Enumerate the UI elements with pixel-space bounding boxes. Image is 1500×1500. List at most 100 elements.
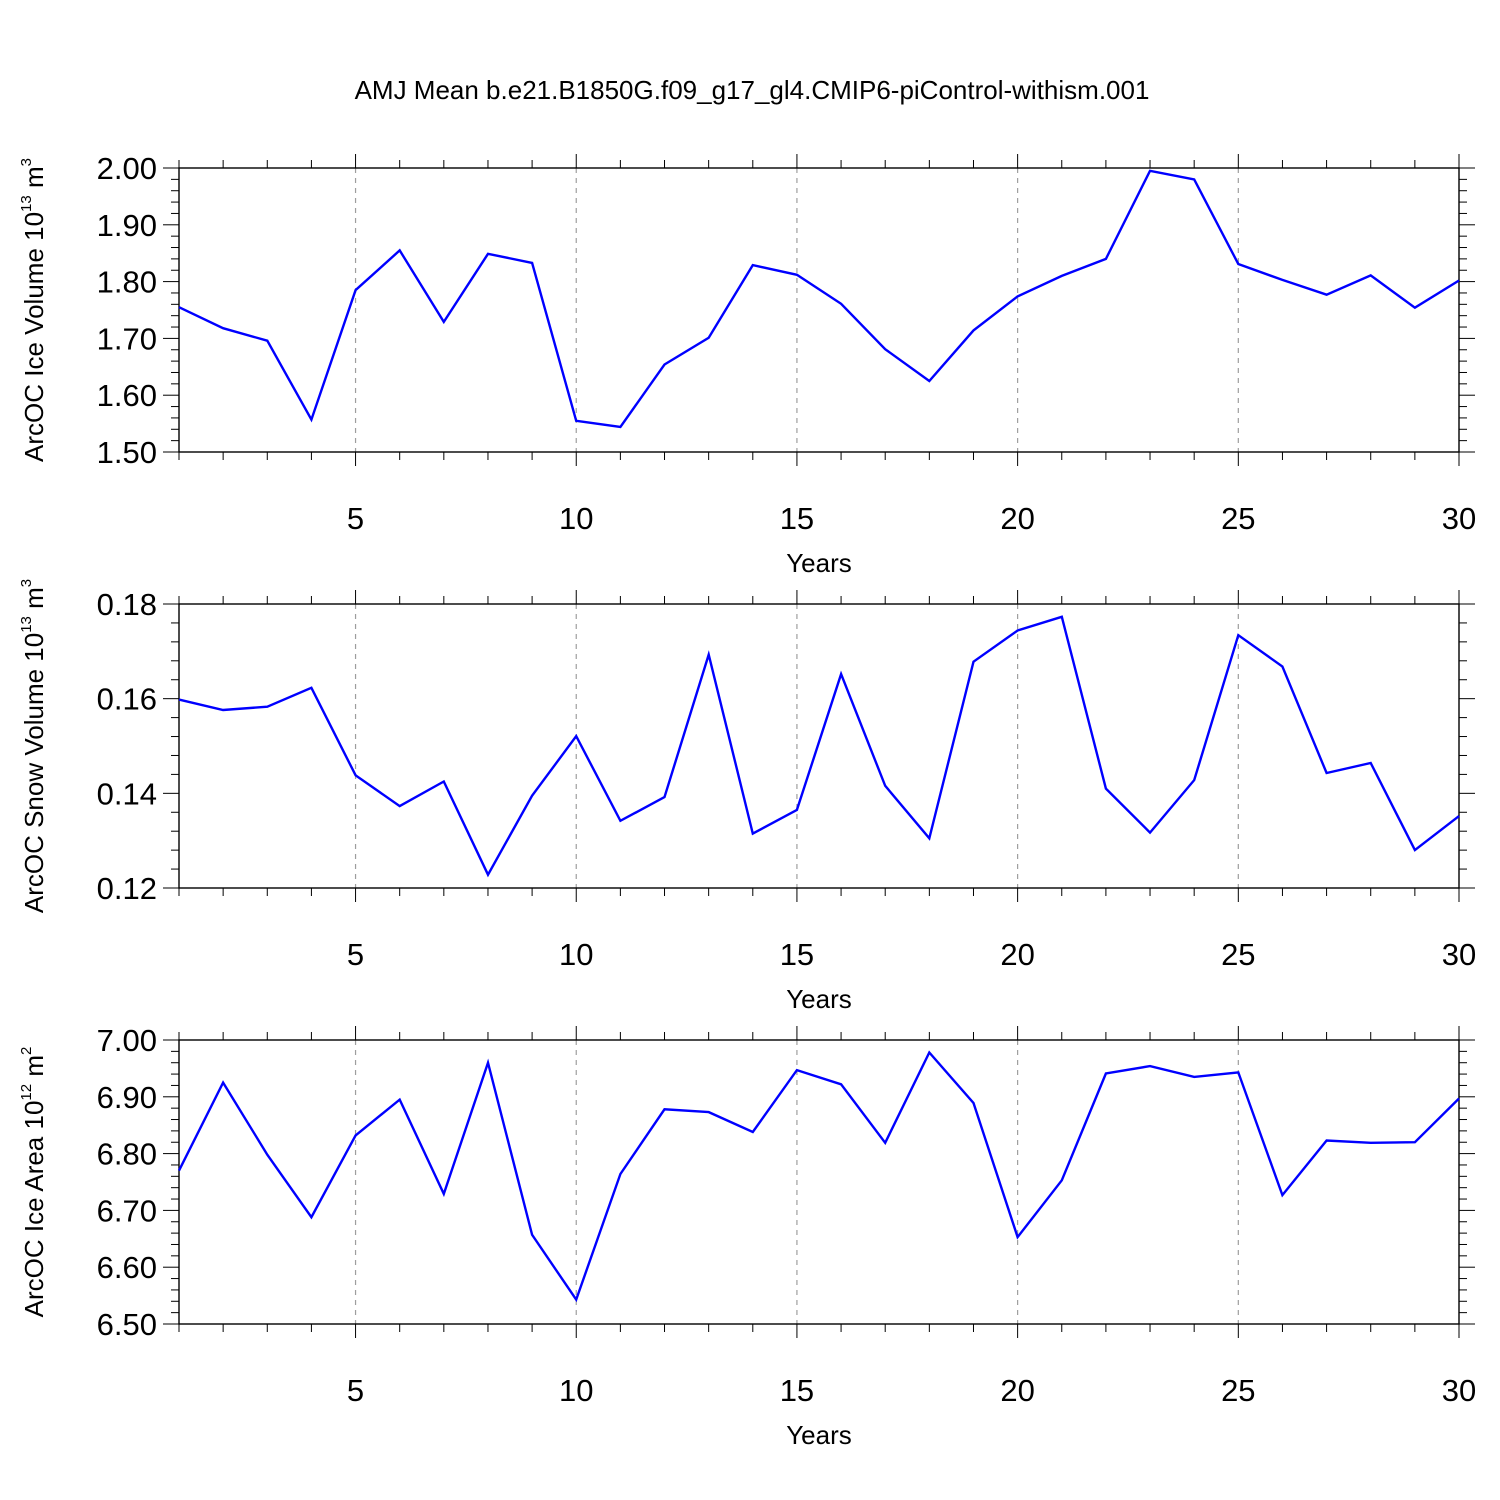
data-point — [1016, 294, 1020, 298]
data-point — [574, 1298, 578, 1302]
data-point — [1325, 1139, 1329, 1143]
data-point — [707, 1110, 711, 1114]
data-point — [177, 698, 181, 702]
y-tick-label: 2.00 — [97, 151, 157, 186]
data-point — [530, 261, 534, 265]
x-tick-label: 15 — [780, 937, 814, 972]
data-point — [883, 347, 887, 351]
x-tick-label: 15 — [780, 501, 814, 536]
data-point — [221, 1081, 225, 1085]
data-point — [971, 328, 975, 332]
data-point — [1016, 1235, 1020, 1239]
data-point — [795, 273, 799, 277]
data-point — [398, 248, 402, 252]
data-point — [883, 1141, 887, 1145]
data-point — [795, 1068, 799, 1072]
y-tick-label: 6.90 — [97, 1080, 157, 1115]
data-point — [751, 263, 755, 267]
data-point — [398, 804, 402, 808]
y-tick-label: 0.16 — [97, 682, 157, 717]
panel-1: 1.50 1.60 1.70 1.80 1.90 2.00 5 10 15 20 25 30 Years… — [18, 151, 1476, 578]
data-point — [398, 1098, 402, 1102]
data-point — [1060, 615, 1064, 619]
data-point — [795, 808, 799, 812]
data-point — [574, 419, 578, 423]
data-point — [1280, 278, 1284, 282]
data-point — [663, 1107, 667, 1111]
data-point — [1192, 177, 1196, 181]
x-tick-label: 25 — [1221, 501, 1255, 536]
data-point — [971, 1101, 975, 1105]
data-point — [927, 379, 931, 383]
data-point — [442, 780, 446, 784]
data-point — [927, 836, 931, 840]
data-point — [1148, 1064, 1152, 1068]
data-point — [1369, 761, 1373, 765]
data-point — [1236, 1070, 1240, 1074]
data-point — [1148, 831, 1152, 835]
data-point — [221, 326, 225, 330]
data-point — [265, 705, 269, 709]
x-tick-label: 30 — [1442, 1373, 1476, 1408]
y-tick-label: 0.18 — [97, 587, 157, 622]
data-point — [1060, 274, 1064, 278]
data-point — [839, 672, 843, 676]
y-tick-label: 6.80 — [97, 1137, 157, 1172]
panel-3: 6.50 6.60 6.70 6.80 6.90 7.00 5 10 15 20 25 30 Years… — [18, 1023, 1476, 1450]
y-tick-label: 0.12 — [97, 871, 157, 906]
data-point — [927, 1050, 931, 1054]
y-tick-label: 1.80 — [97, 265, 157, 300]
y-axis-label: ArcOC Snow Volume 1013 m3 — [18, 579, 49, 913]
x-tick-label: 10 — [559, 501, 593, 536]
x-tick-label: 10 — [559, 1373, 593, 1408]
data-point — [1104, 257, 1108, 261]
series-line — [178, 169, 1460, 429]
data-point — [1060, 1178, 1064, 1182]
x-axis-label: Years — [786, 548, 852, 578]
data-point — [751, 1130, 755, 1134]
y-tick-label: 6.60 — [97, 1250, 157, 1285]
series-line — [178, 615, 1460, 878]
y-tick-label: 6.50 — [97, 1307, 157, 1342]
data-point — [618, 819, 622, 823]
data-point — [839, 302, 843, 306]
data-point — [707, 336, 711, 340]
data-point — [1280, 664, 1284, 668]
x-tick-label: 30 — [1442, 937, 1476, 972]
data-point — [1413, 848, 1417, 852]
data-point — [1280, 1193, 1284, 1197]
y-tick-label: 0.14 — [97, 776, 157, 811]
data-point — [309, 1215, 313, 1219]
x-tick-label: 25 — [1221, 937, 1255, 972]
plot-frame — [178, 167, 1460, 453]
x-tick-label: 25 — [1221, 1373, 1255, 1408]
y-tick-label: 1.60 — [97, 378, 157, 413]
data-point — [354, 288, 358, 292]
data-point — [354, 773, 358, 777]
data-point — [663, 363, 667, 367]
data-point — [1457, 1097, 1461, 1101]
y-tick-label: 6.70 — [97, 1193, 157, 1228]
chart-title: AMJ Mean b.e21.B1850G.f09_g17_gl4.CMIP6-… — [355, 75, 1150, 105]
x-tick-label: 10 — [559, 937, 593, 972]
data-point — [663, 795, 667, 799]
x-tick-label: 5 — [347, 501, 364, 536]
data-point — [707, 653, 711, 657]
data-point — [618, 1172, 622, 1176]
x-tick-label: 5 — [347, 1373, 364, 1408]
data-point — [309, 686, 313, 690]
data-point — [486, 1061, 490, 1065]
plot-frame — [178, 1039, 1460, 1325]
data-point — [1236, 633, 1240, 637]
data-point — [1369, 273, 1373, 277]
data-point — [971, 660, 975, 664]
data-point — [530, 1233, 534, 1237]
data-point — [486, 873, 490, 877]
x-tick-label: 30 — [1442, 501, 1476, 536]
y-tick-label: 1.50 — [97, 435, 157, 470]
data-point — [309, 418, 313, 422]
data-point — [177, 305, 181, 309]
y-axis-label: ArcOC Ice Area 1012 m2 — [18, 1047, 49, 1318]
data-point — [265, 1153, 269, 1157]
